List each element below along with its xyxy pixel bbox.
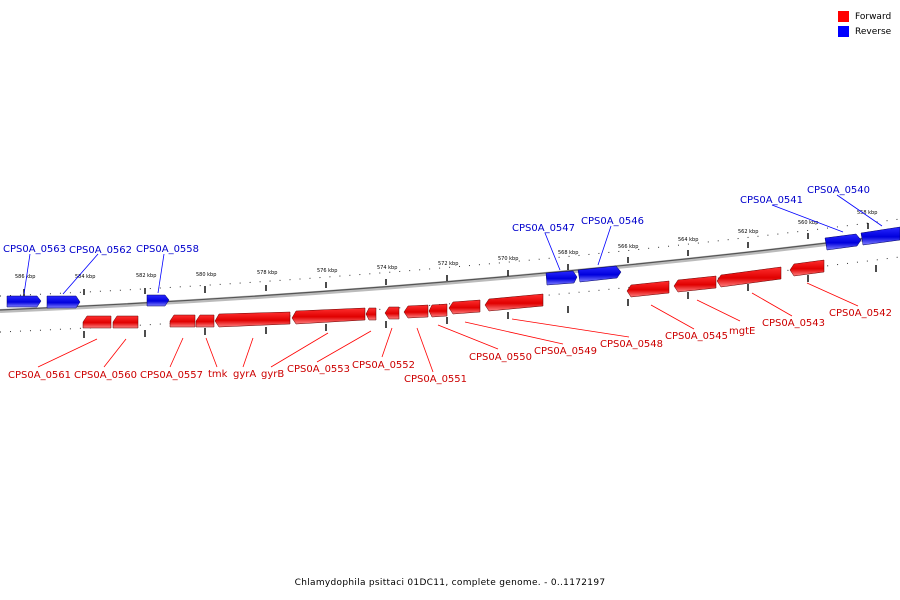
gene-label-forward[interactable]: CPS0A_0552	[352, 360, 415, 371]
forward-swatch	[838, 11, 849, 22]
legend-forward-label: Forward	[855, 11, 892, 22]
ruler-track-outer	[0, 218, 900, 297]
ruler-label: 578 kbp	[257, 270, 277, 276]
gene-label-forward[interactable]: CPS0A_0551	[404, 374, 467, 385]
gene-arrow-forward[interactable]	[365, 307, 377, 321]
genome-backbone	[0, 233, 900, 313]
gene-arrow-reverse[interactable]	[146, 294, 170, 307]
gene-label-forward[interactable]: CPS0A_0560	[74, 370, 137, 381]
gene-arrow-reverse[interactable]	[6, 295, 42, 308]
gene-arrow-forward[interactable]	[384, 306, 400, 320]
gene-arrow-forward[interactable]	[716, 266, 782, 288]
gene-arrow-forward[interactable]	[428, 303, 448, 318]
gene-arrow-forward[interactable]	[484, 293, 544, 312]
label-leaders-forward	[37, 282, 859, 373]
ruler-label: 574 kbp	[377, 265, 397, 271]
ruler-label: 560 kbp	[798, 220, 818, 226]
gene-arrow-forward[interactable]	[789, 259, 825, 277]
gene-label-reverse[interactable]: CPS0A_0547	[512, 223, 575, 234]
gene-arrow-forward[interactable]	[112, 315, 139, 329]
gene-label-reverse[interactable]: CPS0A_0558	[136, 244, 199, 255]
gene-arrow-forward[interactable]	[673, 275, 717, 293]
gene-label-forward[interactable]: CPS0A_0545	[665, 331, 728, 342]
ruler-label: 562 kbp	[738, 229, 758, 235]
gene-arrow-forward[interactable]	[626, 280, 670, 298]
ruler-label: 568 kbp	[558, 250, 578, 256]
gene-label-reverse[interactable]: CPS0A_0541	[740, 195, 803, 206]
forward-genes	[82, 259, 825, 329]
gene-label-forward[interactable]: CPS0A_0549	[534, 346, 597, 357]
ruler-label: 582 kbp	[136, 273, 156, 279]
gene-label-forward[interactable]: gyrA	[233, 369, 256, 380]
ruler-labels: 586 kbp 584 kbp 582 kbp 580 kbp 578 kbp …	[15, 210, 877, 280]
gene-label-forward[interactable]: tmk	[208, 369, 228, 380]
forward-labels: CPS0A_0561 CPS0A_0560 CPS0A_0557 tmk gyr…	[8, 308, 892, 385]
gene-label-reverse[interactable]: CPS0A_0540	[807, 185, 870, 196]
legend: Forward Reverse	[838, 9, 891, 39]
ruler-label: 570 kbp	[498, 256, 518, 262]
gene-label-forward[interactable]: mgtE	[729, 326, 755, 337]
gene-label-forward[interactable]: CPS0A_0548	[600, 339, 663, 350]
gene-label-reverse[interactable]: CPS0A_0562	[69, 245, 132, 256]
gene-label-forward[interactable]: CPS0A_0542	[829, 308, 892, 319]
label-leaders-reverse	[23, 194, 883, 295]
reverse-labels: CPS0A_0563 CPS0A_0562 CPS0A_0558 CPS0A_0…	[3, 185, 870, 256]
legend-reverse-label: Reverse	[855, 26, 892, 37]
gene-label-forward[interactable]: gyrB	[261, 369, 284, 380]
ruler-ticks	[23, 223, 877, 338]
gene-arrow-reverse[interactable]	[46, 295, 81, 309]
gene-label-reverse[interactable]: CPS0A_0546	[581, 216, 644, 227]
gene-arrow-forward[interactable]	[403, 304, 429, 319]
legend-forward: Forward	[838, 9, 891, 24]
ruler-label: 576 kbp	[317, 268, 337, 274]
ruler-label: 566 kbp	[618, 244, 638, 250]
ruler-label: 558 kbp	[857, 210, 877, 216]
legend-reverse: Reverse	[838, 24, 891, 39]
gene-arrow-forward[interactable]	[82, 315, 112, 329]
gene-arrow-reverse[interactable]	[860, 226, 900, 246]
gene-arrow-forward[interactable]	[214, 311, 291, 328]
gene-arrow-forward[interactable]	[169, 314, 196, 328]
gene-arrow-forward[interactable]	[448, 299, 481, 315]
gene-label-reverse[interactable]: CPS0A_0563	[3, 244, 66, 255]
ruler-label: 586 kbp	[15, 274, 35, 280]
ruler-label: 572 kbp	[438, 261, 458, 267]
reverse-genes	[6, 226, 900, 309]
gene-label-forward[interactable]: CPS0A_0557	[140, 370, 203, 381]
gene-arrow-reverse[interactable]	[545, 270, 578, 286]
reverse-swatch	[838, 26, 849, 37]
ruler-label: 580 kbp	[196, 272, 216, 278]
gene-label-forward[interactable]: CPS0A_0543	[762, 318, 825, 329]
genome-backbone-line	[0, 233, 900, 311]
gene-arrow-reverse[interactable]	[824, 233, 862, 251]
gene-label-forward[interactable]: CPS0A_0561	[8, 370, 71, 381]
genome-caption: Chlamydophila psittaci 01DC11, complete …	[294, 578, 606, 588]
ruler-label: 584 kbp	[75, 274, 95, 280]
gene-arrow-forward[interactable]	[291, 307, 366, 325]
ruler-label: 564 kbp	[678, 237, 698, 243]
gene-arrow-reverse[interactable]	[577, 265, 622, 283]
gene-arrow-forward[interactable]	[195, 314, 215, 328]
gene-label-forward[interactable]: CPS0A_0550	[469, 352, 532, 363]
gene-label-forward[interactable]: CPS0A_0553	[287, 364, 350, 375]
